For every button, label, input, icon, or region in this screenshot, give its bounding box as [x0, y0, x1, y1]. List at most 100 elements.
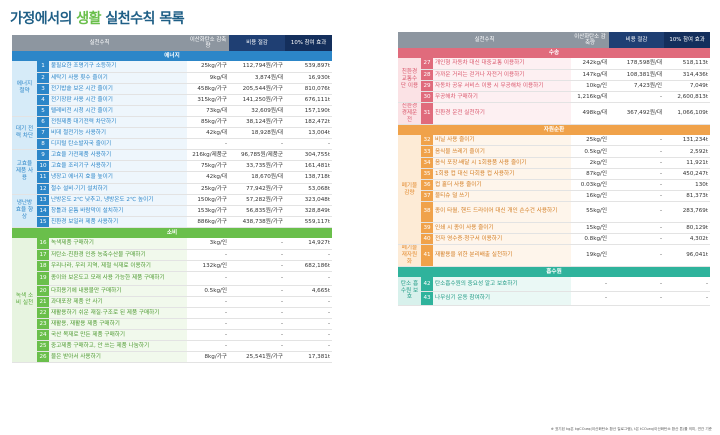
effect-value: 682,186t: [285, 260, 333, 272]
table-row: 24 국산 목재로 만든 제품 구매하기 - - -: [12, 329, 333, 342]
cost-value: -: [229, 138, 286, 151]
row-number: 24: [37, 329, 49, 342]
effect-value: 157,190t: [285, 105, 333, 117]
reduction-value: 25kg/가구: [187, 183, 230, 195]
reduction-value: 55kg/인: [571, 201, 610, 223]
action-text: 텔레비전 시청 시간 줄이기: [49, 105, 188, 117]
action-text: 녹색제품 구매하기: [49, 237, 188, 250]
row-number: 23: [37, 318, 49, 331]
row-number: 29: [421, 80, 433, 92]
reduction-value: 9kg/대: [187, 72, 230, 84]
row-number: 22: [37, 307, 49, 319]
cost-value: -: [229, 296, 286, 308]
table-row: 폐기물 감량 32 비닐 사용 줄이기 25kg/인 -131,234t: [398, 134, 711, 246]
effect-value: 2,592t: [664, 145, 711, 158]
page-title: 가정에서의 생활 실천수칙 목록: [10, 11, 185, 27]
cost-value: -: [229, 260, 286, 272]
row-number: 37: [421, 190, 433, 202]
table-row: 18 우리나라, 우리 지역, 제철 식재료 이용하기 132kg/인 -682,18…: [12, 260, 333, 272]
action-text: 과대포장 제품 안 사기: [49, 296, 188, 308]
action-text: 음식 포장·배달 시 1회용품 사용 줄이기: [433, 157, 572, 169]
action-text: 개인형 자동차 대신 대중교통 이용하기: [433, 58, 572, 70]
table-row: 12 절수 설비·기기 설치하기 25kg/가구 77,942원/가구 53,068t: [12, 183, 333, 195]
cost-value: -: [609, 244, 665, 268]
effect-value: 314,436t: [664, 69, 711, 81]
effect-value: -: [664, 277, 711, 292]
table-row: 11 냉장고 에너지 효율 높이기 42kg/대 18,670원/대 138,718t: [12, 171, 333, 184]
action-text: 가까운 거리는 걷거나 자전거 이용하기: [433, 69, 572, 81]
section-consume: 소비: [12, 227, 333, 238]
effect-value: -: [285, 271, 333, 286]
table-row: 29 자동차 공유 서비스 이용 시 무공해차 이용하기 10kg/인 7,423원/…: [398, 80, 711, 92]
row-number: 25: [37, 340, 49, 353]
table-row: 4 전기장판 사용 시간 줄이기 315kg/가구 141,250원/가구 676,11…: [12, 94, 333, 106]
row-number: 36: [421, 179, 433, 191]
action-text: 1회용 컵 대신 다회용 컵 사용하기: [433, 168, 572, 180]
action-text: 물은 받아서 사용하기: [49, 351, 188, 364]
cost-value: 3,874원/대: [229, 72, 286, 84]
action-text: 재활용을 위한 분리배출 실천하기: [433, 244, 572, 268]
table-row: 3 전기밥솥 보온 시간 줄이기 458kg/가구 205,544원/가구 810,07…: [12, 83, 333, 95]
action-text: 전기밥솥 보온 시간 줄이기: [49, 83, 188, 95]
category-label: 친환경 경제운전: [398, 102, 421, 125]
effect-value: 7,049t: [664, 80, 711, 92]
action-text: 비닐 사용 줄이기: [433, 134, 572, 147]
reduction-value: 42kg/대: [187, 171, 230, 184]
action-text: 재활용하기 쉬운 재질·구조로 된 제품 구매하기: [49, 307, 188, 319]
effect-value: 81,373t: [664, 190, 711, 202]
category-label: 냉난방 효율 향상: [12, 194, 37, 228]
effect-value: 539,897t: [285, 61, 333, 73]
effect-value: 130t: [664, 179, 711, 191]
reduction-value: 153kg/가구: [187, 205, 230, 217]
reduction-value: 132kg/인: [187, 260, 230, 272]
table-row: 22 재활용하기 쉬운 재질·구조로 된 제품 구매하기 - - -: [12, 307, 333, 319]
section-energy: 에너지: [12, 51, 333, 61]
action-text: 우리나라, 우리 지역, 제철 식재료 이용하기: [49, 260, 188, 272]
cost-value: 205,544원/가구: [229, 83, 286, 95]
table-row: 33 음식물 쓰레기 줄이기 0.5kg/인 -2,592t: [398, 145, 711, 158]
cost-value: 18,928원/대: [229, 127, 286, 140]
action-text: 창틀과 문틈 바람막이 설치하기: [49, 205, 188, 217]
reduction-value: 0.03kg/인: [571, 179, 610, 191]
action-text: 친환경 운전 실천하기: [433, 102, 572, 125]
reduction-value: 25kg/가구: [187, 61, 230, 73]
row-number: 10: [37, 160, 49, 173]
action-text: 절수 설비·기기 설치하기: [49, 183, 188, 195]
reduction-value: -: [187, 307, 230, 319]
table-row: 7 비데 절전기능 사용하기 42kg/대 18,928원/대 13,004t: [12, 127, 333, 140]
effect-value: 559,117t: [285, 216, 333, 228]
table-row: 10 고효율 조리기구 사용하기 75kg/가구 33,735원/가구 161,481t: [12, 160, 333, 173]
action-text: 국산 목재로 만든 제품 구매하기: [49, 329, 188, 342]
reduction-value: -: [187, 271, 230, 286]
action-text: 난방온도 2℃ 낮추고, 냉방온도 2℃ 높이기: [49, 194, 188, 206]
effect-value: 17,381t: [285, 351, 333, 364]
row-number: 8: [37, 138, 49, 151]
reduction-value: 216kg/제품군: [187, 149, 230, 162]
row-number: 14: [37, 205, 49, 217]
effect-value: -: [285, 249, 333, 261]
row-number: 21: [37, 296, 49, 308]
row-number: 6: [37, 116, 49, 129]
effect-value: 96,041t: [664, 244, 711, 268]
effect-value: 4,302t: [664, 233, 711, 246]
action-text: 디지털 탄소발자국 줄이기: [49, 138, 188, 151]
reduction-value: -: [187, 249, 230, 261]
reduction-value: -: [187, 340, 230, 353]
action-text: 친환경 보일러 제품 사용하기: [49, 216, 188, 228]
cost-value: -: [609, 291, 665, 306]
row-number: 20: [37, 285, 49, 297]
row-number: 32: [421, 134, 433, 147]
effect-value: 80,129t: [664, 222, 711, 235]
row-number: 38: [421, 201, 433, 223]
category-label: 녹색 소비 실천: [12, 237, 37, 364]
reduction-value: 85kg/가구: [187, 116, 230, 129]
effect-value: 131,234t: [664, 134, 711, 147]
table-row: 20 다회용기에 내용물만 구매하기 0.5kg/인 -4,665t: [12, 285, 333, 297]
effect-value: 283,769t: [664, 201, 711, 223]
table-row: 8 디지털 탄소발자국 줄이기 - - -: [12, 138, 333, 151]
cost-value: -: [229, 340, 286, 353]
table-row: 39 인쇄 시 종이 사용 줄이기 15kg/인 -80,129t: [398, 222, 711, 235]
row-number: 34: [421, 157, 433, 169]
cost-value: -: [229, 237, 286, 250]
table-row: 35 1회용 컵 대신 다회용 컵 사용하기 87kg/인 -450,247t: [398, 168, 711, 180]
